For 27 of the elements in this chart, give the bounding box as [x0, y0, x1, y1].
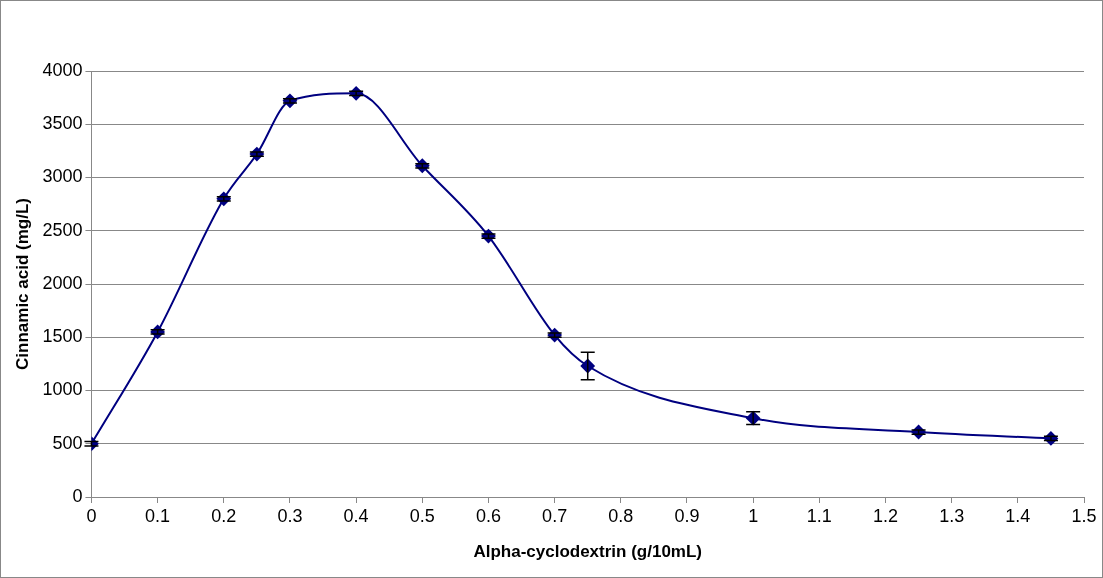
- y-tick-label: 1500: [42, 326, 83, 347]
- x-tick-label: 0.6: [475, 505, 501, 526]
- x-tick-label: 0.9: [674, 505, 700, 526]
- x-tick-label: 0.8: [608, 505, 634, 526]
- y-axis-title: Cinnamic acid (mg/L): [12, 198, 32, 370]
- x-tick-label: 0.7: [542, 505, 568, 526]
- x-axis-title: Alpha-cyclodextrin (g/10mL): [473, 542, 703, 562]
- x-tick-label: 1.4: [1005, 505, 1031, 526]
- x-tick-label: 1.3: [939, 505, 965, 526]
- x-tick-label: 0.5: [409, 505, 435, 526]
- y-tick-label: 0: [72, 485, 83, 506]
- x-tick-label: 0.2: [211, 505, 237, 526]
- y-tick-label: 500: [52, 432, 83, 453]
- x-tick-label: 1.1: [806, 505, 832, 526]
- x-tick-label: 0.3: [277, 505, 303, 526]
- y-tick-label: 1000: [42, 379, 83, 400]
- y-tick-label: 4000: [42, 59, 83, 80]
- y-tick-label: 3000: [42, 166, 83, 187]
- x-tick-label: 0.1: [145, 505, 171, 526]
- x-tick-label: 0: [86, 505, 97, 526]
- x-tick-label: 1.2: [872, 505, 898, 526]
- y-tick-label: 3500: [42, 113, 83, 134]
- y-tick-label: 2000: [42, 272, 83, 293]
- x-tick-label: 1.5: [1071, 505, 1097, 526]
- y-tick-label: 2500: [42, 219, 83, 240]
- x-tick-label: 1: [748, 505, 759, 526]
- x-tick-label: 0.4: [343, 505, 369, 526]
